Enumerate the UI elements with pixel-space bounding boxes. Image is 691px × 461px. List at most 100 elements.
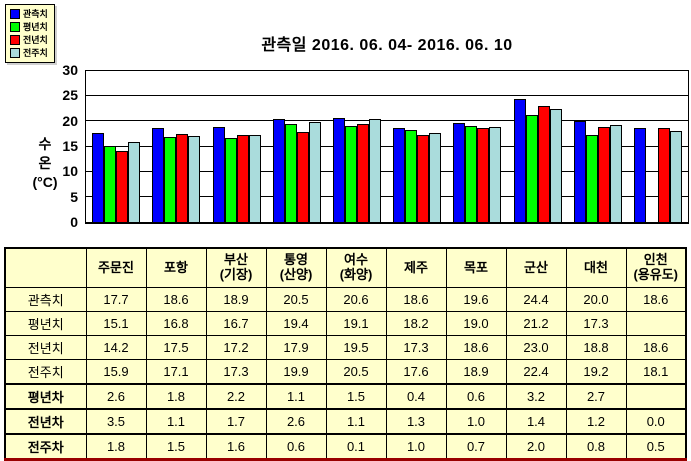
chart-bar — [344, 125, 357, 222]
chart-bar — [224, 137, 237, 222]
table-cell: 2.2 — [205, 383, 267, 410]
legend-item-label: 전년치 — [23, 34, 48, 45]
corner-cell — [4, 247, 87, 288]
table-row: 평년치 15.1 16.8 16.7 19.4 19.1 18.2 19.0 21.2 17.3 — [4, 311, 687, 336]
legend-item: 관측치 — [10, 9, 48, 19]
chart-bar — [92, 132, 105, 222]
table-cell: 19.0 — [445, 311, 507, 336]
chart-bar — [356, 123, 369, 222]
y-tick-label: 15 — [62, 138, 78, 154]
chart-bar — [332, 118, 345, 222]
bar-group — [86, 71, 146, 222]
legend-color-swatch — [10, 9, 20, 19]
table-row: 전주차 1.8 1.5 1.6 0.6 0.1 1.0 0.7 2.0 0.8 0.5 — [4, 433, 687, 460]
chart-bar — [549, 109, 562, 222]
table-cell: 3.5 — [85, 408, 147, 435]
bar-group — [387, 71, 447, 222]
chart-bar — [417, 134, 430, 222]
table-cell: 24.4 — [505, 287, 567, 312]
table-cell: 21.2 — [505, 311, 567, 336]
chart-bar — [465, 126, 478, 222]
row-header: 평년치 — [4, 311, 87, 336]
chart-bar — [368, 118, 381, 222]
legend-color-swatch — [10, 48, 20, 58]
table-cell: 18.6 — [625, 335, 687, 360]
table-cell: 20.6 — [325, 287, 387, 312]
table-cell: 1.1 — [145, 408, 207, 435]
bar-group — [568, 71, 628, 222]
bar-group — [327, 71, 387, 222]
chart-bar — [296, 131, 309, 222]
table-row: 전년차 3.5 1.1 1.7 2.6 1.1 1.3 1.0 1.4 1.2 0.0 — [4, 408, 687, 435]
table-cell: 1.4 — [505, 408, 567, 435]
column-header: 목포 — [445, 247, 507, 288]
y-tick-label: 10 — [62, 163, 78, 180]
table-cell: 1.1 — [265, 383, 327, 410]
table-cell: 1.5 — [325, 383, 387, 410]
row-header: 관측치 — [4, 287, 87, 312]
table-cell: 20.0 — [565, 287, 627, 312]
table-cell: 2.6 — [85, 383, 147, 410]
table-cell: 0.7 — [445, 433, 507, 460]
table-cell: 17.3 — [385, 335, 447, 360]
table-cell: 20.5 — [325, 359, 387, 385]
bar-group — [507, 71, 567, 222]
table-cell: 17.6 — [385, 359, 447, 385]
table-cell: 14.2 — [85, 335, 147, 360]
chart-bar — [477, 128, 490, 222]
chart-bar — [104, 146, 117, 222]
chart-bar — [405, 130, 418, 222]
chart-bar — [188, 135, 201, 222]
chart-bar — [573, 121, 586, 222]
column-header: 포항 — [145, 247, 207, 288]
table-cell: 18.9 — [205, 287, 267, 312]
legend-color-swatch — [10, 22, 20, 32]
legend-item-label: 관측치 — [23, 8, 48, 19]
table-header-row: 주문진 포항 부산 (기장) 통영 (산양) 여수 (화양) 제주 목포 군산 대천 인천 (용유… — [4, 247, 687, 288]
table-cell: 0.6 — [265, 433, 327, 460]
table-cell: 18.6 — [445, 335, 507, 360]
table-cell: 17.2 — [205, 335, 267, 360]
chart-bar — [585, 134, 598, 222]
table-cell: 18.8 — [565, 335, 627, 360]
gridline — [86, 95, 688, 97]
bar-group — [628, 71, 688, 222]
gridline — [86, 170, 688, 172]
y-tick-label: 20 — [62, 112, 78, 129]
y-tick-label: 5 — [70, 188, 78, 205]
gridline — [86, 120, 688, 122]
table-cell — [625, 383, 687, 410]
chart-bar — [212, 126, 225, 222]
y-tick-label: 25 — [62, 87, 78, 104]
y-axis-label: 수 온 (°C) — [22, 135, 68, 192]
row-header: 전년치 — [4, 335, 87, 360]
bar-group — [447, 71, 507, 222]
table-head: 주문진 포항 부산 (기장) 통영 (산양) 여수 (화양) 제주 목포 군산 대천 인천 (용유… — [4, 247, 687, 288]
chart-bar — [152, 128, 165, 222]
chart-bar — [116, 150, 129, 222]
legend-item: 전년치 — [10, 35, 48, 45]
table-cell: 20.5 — [265, 287, 327, 312]
chart-bar — [248, 134, 261, 222]
chart-bar — [453, 123, 466, 222]
chart-bar — [669, 130, 682, 222]
chart-bar — [537, 106, 550, 222]
row-header: 전년차 — [4, 408, 87, 435]
column-header: 군산 — [505, 247, 567, 288]
row-header: 평년차 — [4, 383, 87, 410]
table-cell: 17.9 — [265, 335, 327, 360]
chart-bar — [525, 115, 538, 222]
table-cell: 18.9 — [445, 359, 507, 385]
chart-plot-area — [85, 70, 689, 224]
y-axis-ticks: 0 5 10 15 20 25 30 — [0, 63, 78, 229]
table-cell: 17.7 — [85, 287, 147, 312]
chart-bar — [489, 126, 502, 222]
table-row: 전년치 14.2 17.5 17.2 17.9 19.5 17.3 18.6 23.0 18.8 1… — [4, 335, 687, 360]
y-tick-label: 30 — [62, 62, 78, 78]
column-header: 인천 (용유도) — [625, 247, 687, 288]
table-cell: 19.2 — [565, 359, 627, 385]
chart-legend: 관측치 평년치 전년치 전주치 — [5, 4, 55, 63]
table-cell: 0.0 — [625, 408, 687, 435]
table-cell: 1.8 — [145, 383, 207, 410]
chart-bar — [176, 133, 189, 222]
